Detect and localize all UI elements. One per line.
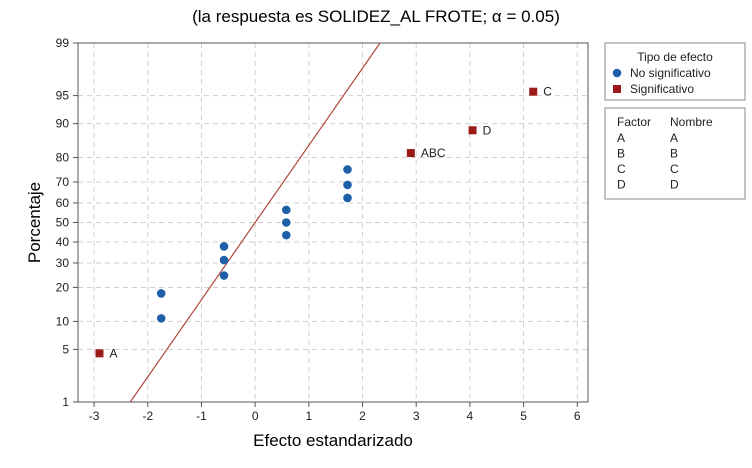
factor-table-box	[604, 107, 746, 200]
legend-entry-label: Significativo	[630, 82, 694, 96]
point-nonsignificant	[281, 205, 291, 215]
y-axis-label: Porcentaje	[25, 182, 44, 263]
point-nonsignificant	[156, 314, 166, 323]
y-tick-label: 95	[56, 89, 70, 103]
y-tick-label: 99	[56, 36, 70, 50]
x-axis-label: Efecto estandarizado	[253, 431, 413, 450]
point-nonsignificant	[219, 255, 229, 265]
y-tick-label: 70	[56, 175, 70, 189]
y-tick-label: 30	[56, 256, 70, 270]
x-tick-label: 0	[252, 409, 259, 423]
factor-table-header: Factor	[617, 115, 651, 129]
x-tick-label: -2	[142, 409, 153, 423]
factor-table-cell: B	[617, 147, 625, 161]
y-tick-label: 50	[56, 216, 70, 230]
y-tick-label: 1	[62, 395, 69, 409]
point-significant	[406, 149, 415, 158]
factor-table-header: Nombre	[670, 115, 713, 129]
legend-marker-nonsignificant	[612, 68, 622, 78]
legend-marker-significant	[613, 85, 621, 93]
point-nonsignificant	[281, 230, 291, 240]
point-label: A	[109, 346, 117, 360]
factor-table-cell: C	[617, 162, 626, 176]
factor-table-cell: A	[617, 131, 625, 145]
y-tick-label: 40	[56, 235, 70, 249]
factor-table-cell: C	[670, 162, 679, 176]
y-tick-label: 90	[56, 117, 70, 131]
x-tick-label: 4	[467, 409, 474, 423]
factor-table-cell: B	[670, 147, 678, 161]
factor-table-cell: D	[617, 178, 626, 192]
point-nonsignificant	[219, 271, 229, 280]
point-significant	[95, 349, 104, 358]
point-significant	[468, 126, 477, 135]
x-tick-label: 2	[359, 409, 366, 423]
point-nonsignificant	[156, 289, 166, 298]
point-nonsignificant	[343, 165, 352, 174]
y-tick-label: 60	[56, 196, 70, 210]
x-tick-label: 3	[413, 409, 420, 423]
x-tick-label: 1	[305, 409, 312, 423]
legend-title: Tipo de efecto	[637, 50, 713, 64]
point-nonsignificant	[343, 180, 352, 190]
point-nonsignificant	[343, 193, 352, 203]
point-label: ABC	[421, 146, 446, 160]
x-tick-label: -3	[89, 409, 100, 423]
factor-table-cell: D	[670, 178, 679, 192]
x-tick-label: 6	[574, 409, 581, 423]
reference-line	[129, 42, 381, 403]
legend-entry-label: No significativo	[630, 66, 711, 80]
point-significant	[529, 87, 538, 96]
point-nonsignificant	[281, 218, 291, 227]
point-label: D	[483, 123, 492, 137]
y-tick-label: 5	[62, 342, 69, 356]
y-tick-label: 10	[56, 314, 70, 328]
legend-box	[604, 42, 746, 101]
point-nonsignificant	[219, 242, 229, 251]
chart-title: (la respuesta es SOLIDEZ_AL FROTE; α = 0…	[192, 7, 560, 26]
y-tick-label: 80	[56, 151, 70, 165]
y-tick-label: 20	[56, 280, 70, 294]
point-label: C	[543, 85, 552, 99]
factor-table-cell: A	[670, 131, 678, 145]
x-tick-label: 5	[520, 409, 527, 423]
x-tick-label: -1	[196, 409, 207, 423]
